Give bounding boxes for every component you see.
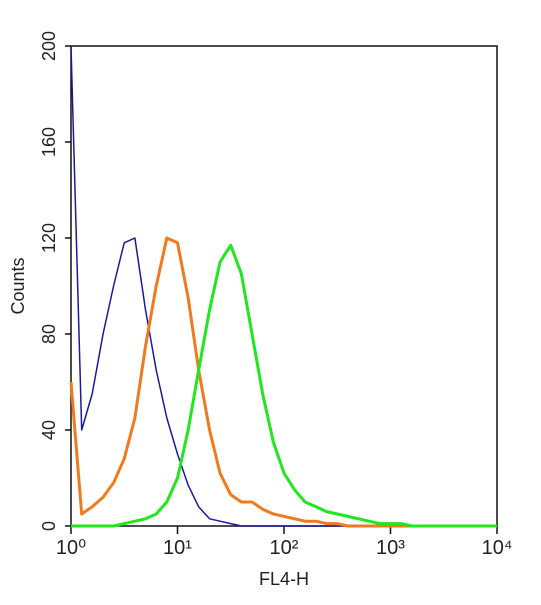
- x-tick-label: 10⁴: [482, 537, 513, 559]
- x-tick-label: 10¹: [163, 537, 192, 559]
- y-tick-label: 40: [39, 420, 59, 440]
- y-tick-label: 80: [39, 324, 59, 344]
- x-tick-label: 10²: [270, 537, 299, 559]
- y-tick-label: 120: [39, 223, 59, 253]
- y-tick-label: 160: [39, 127, 59, 157]
- x-axis-label: FL4-H: [259, 569, 309, 589]
- plot-frame: [70, 45, 498, 527]
- series-line: [69, 236, 497, 528]
- series-line: [70, 45, 497, 527]
- x-tick-label: 10³: [376, 537, 405, 559]
- y-axis-label: Counts: [8, 257, 28, 314]
- y-tick-label: 200: [39, 31, 59, 61]
- series-line: [71, 243, 497, 528]
- y-tick-label: 0: [39, 521, 59, 531]
- x-tick-label: 10⁰: [56, 537, 86, 559]
